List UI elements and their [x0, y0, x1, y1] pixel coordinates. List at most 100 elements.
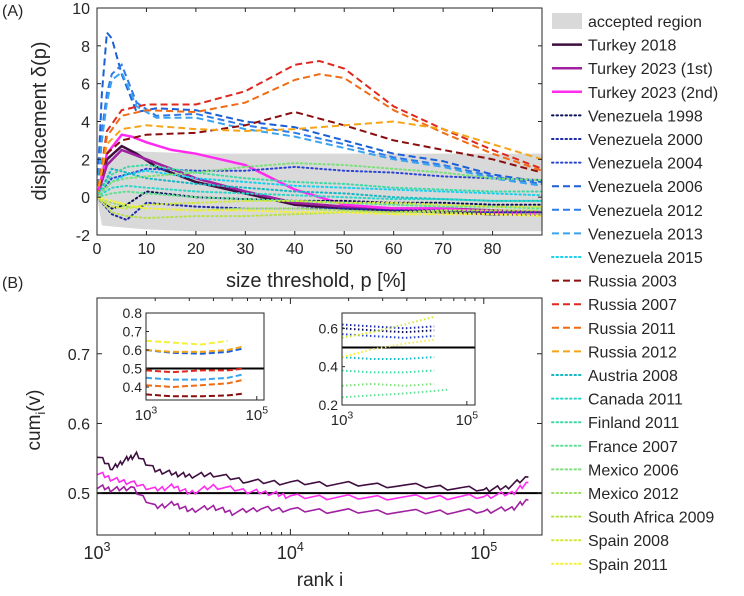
inset-series-russia-2003 [146, 392, 245, 398]
series-a-russia-2011 [97, 73, 542, 198]
inset-1-series [146, 339, 264, 398]
panel-a-series [97, 30, 542, 222]
legend: accepted region Turkey 2018 Turkey 2023 (1… [551, 13, 718, 574]
legend-label-spain-2011: Spain 2011 [588, 557, 668, 574]
series-a-france-2007 [97, 190, 542, 210]
legend-label-mexico-2012: Mexico 2012 [588, 486, 679, 503]
panel-a-xtick-label: 20 [187, 241, 205, 258]
series-a-venezuela-2012 [97, 63, 542, 198]
panel-a-xtick-label: 70 [434, 241, 452, 258]
legend-label-russia-2011: Russia 2011 [588, 321, 676, 338]
legend-label-austria-2008: Austria 2008 [588, 368, 678, 385]
legend-label-venezuela-2000: Venezuela 2000 [588, 132, 703, 149]
inset-ytick-label: 0.5 [123, 361, 143, 377]
inset-series-russia-2011 [146, 378, 245, 389]
panel-b-xtick-label: 104 [277, 540, 304, 563]
panel-a-xtick-label: 80 [484, 241, 502, 258]
legend-label-venezuela-2004: Venezuela 2004 [588, 156, 703, 173]
legend-label-russia-2012: Russia 2012 [588, 344, 677, 361]
legend-label-south-africa-2009: South Africa 2009 [588, 510, 714, 527]
legend-label-canada-2011: Canada 2011 [588, 392, 683, 409]
panel-a-xlabel: size threshold, p [%] [226, 270, 406, 292]
legend-label-finland-2011: Finland 2011 [588, 415, 679, 432]
inset-2-frame [341, 312, 476, 406]
panel-label-b: (B) [2, 275, 23, 292]
series-a-russia-2003 [97, 110, 542, 198]
inset-series-finland-2011 [342, 369, 435, 374]
legend-label-turkey-2023-1st: Turkey 2023 (1st) [588, 61, 713, 78]
inset-series-russia-2012 [146, 345, 245, 353]
legend-label-venezuela-2012: Venezuela 2012 [588, 203, 703, 220]
inset-series-russia-2007 [146, 367, 245, 374]
series-a-russia-2012 [97, 120, 542, 198]
panel-a-xtick-label: 40 [286, 241, 304, 258]
legend-label-venezuela-2015: Venezuela 2015 [588, 250, 703, 267]
panel-b-frame [96, 297, 543, 536]
inset-xtick-label: 103 [331, 409, 354, 429]
inset-1-axes: 0.4 0.5 0.6 0.7 0.8 103 105 [123, 305, 269, 424]
inset-series-venezuela-2013 [146, 373, 245, 381]
panel-a-xtick-label: 10 [138, 241, 156, 258]
series-a-turkey-2023-2nd [97, 133, 542, 216]
inset-xtick-label: 105 [246, 404, 269, 424]
legend-label-turkey-2023-2nd: Turkey 2023 (2nd) [588, 85, 718, 102]
inset-ytick-label: 0.4 [319, 359, 339, 375]
panel-a-ytick-label: -2 [76, 228, 90, 245]
series-a-mexico-2012 [97, 196, 542, 216]
series-a-canada-2011 [97, 184, 542, 202]
inset-series-venezuela-2006 [146, 347, 245, 355]
panel-b-plot: 0.5 0.6 0.7 103 104 105 cumi(v) rank i 0.4 0.5… [24, 297, 543, 591]
inset-series-venezuela-1998 [342, 327, 435, 334]
inset-series-mexico-2006 [342, 382, 435, 387]
inset-ytick-label: 0.6 [123, 342, 143, 358]
panel-a-xtick-label: 30 [236, 241, 254, 258]
series-a-venezuela-2006 [97, 30, 542, 198]
series-a-spain-2008 [97, 196, 542, 210]
panel-b-ytick-label: 0.5 [68, 486, 90, 503]
panel-b-xlabel: rank i [297, 570, 343, 591]
legend-label-accepted-region: accepted region [588, 14, 702, 31]
panel-a-ytick-label: 10 [72, 1, 90, 18]
panel-a-ylabel: displacement δ(p) [29, 42, 51, 201]
legend-label-venezuela-2013: Venezuela 2013 [588, 226, 703, 243]
series-a-venezuela-2015 [97, 169, 542, 199]
panel-a-ytick-label: 2 [81, 152, 90, 169]
inset-2-series [342, 315, 475, 399]
panel-b-ylabel: cumi(v) [24, 390, 48, 451]
inset-2: 0.2 0.4 0.6 103 105 [319, 312, 478, 429]
inset-ytick-label: 0.7 [123, 324, 143, 340]
legend-label-russia-2003: Russia 2003 [588, 274, 677, 291]
legend-label-france-2007: France 2007 [588, 439, 678, 456]
inset-xtick-label: 103 [135, 404, 158, 424]
inset-ytick-label: 0.6 [319, 320, 339, 336]
series-a-south-africa-2009 [97, 196, 542, 220]
inset-1-frame [145, 312, 265, 401]
legend-label-venezuela-2006: Venezuela 2006 [588, 179, 703, 196]
series-b-turkey-2023-2nd [97, 471, 529, 501]
panel-a-xtick-label: 60 [385, 241, 403, 258]
inset-ytick-label: 0.2 [319, 397, 339, 413]
legend-label-russia-2007: Russia 2007 [588, 297, 677, 314]
series-a-venezuela-2013 [97, 70, 542, 198]
inset-ytick-label: 0.8 [123, 305, 143, 321]
series-a-finland-2011 [97, 163, 542, 199]
series-b-turkey-2018 [97, 450, 529, 493]
panel-a-ytick-label: 8 [81, 39, 90, 56]
inset-series-austria-2008 [342, 356, 435, 360]
legend-label-spain-2008: Spain 2008 [588, 533, 669, 550]
panel-b-xtick-label: 103 [83, 540, 110, 563]
series-a-mexico-2006 [97, 162, 542, 199]
panel-a-xtick-label: 50 [335, 241, 353, 258]
inset-1: 0.4 0.5 0.6 0.7 0.8 103 105 [123, 305, 269, 424]
inset-series-venezuela-2004 [342, 333, 435, 339]
panel-a-ytick-label: 4 [81, 115, 90, 132]
panel-b-series [97, 450, 542, 517]
legend-label-venezuela-1998: Venezuela 1998 [588, 108, 703, 125]
series-b-turkey-2023-1st [97, 483, 529, 517]
inset-series-venezuela-2000 [342, 323, 435, 330]
panel-label-a: (A) [2, 3, 23, 20]
panel-b-ytick-label: 0.7 [68, 347, 90, 364]
inset-series-spain-2011 [146, 339, 228, 346]
